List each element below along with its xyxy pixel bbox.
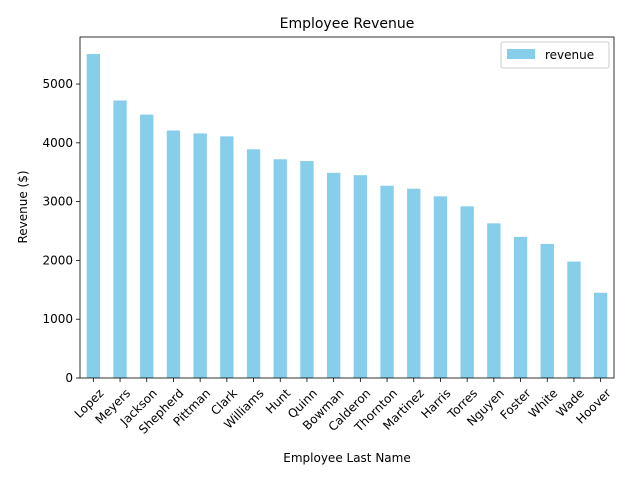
bar-williams [246, 149, 261, 378]
bar-hunt [273, 159, 287, 378]
bar-calderon [353, 175, 368, 378]
bar-nguyen [487, 223, 501, 378]
y-tick-label: 0 [65, 371, 73, 385]
y-tick-label: 2000 [42, 253, 73, 267]
y-tick-label: 4000 [42, 136, 73, 150]
bar-white [540, 243, 554, 378]
bar-pittman [193, 133, 207, 378]
bar-foster [513, 236, 528, 378]
bar-quinn [300, 161, 314, 378]
bars-group [86, 54, 608, 379]
bar-bowman [326, 172, 341, 378]
y-ticks: 0 1000 2000 3000 4000 5000 [42, 77, 80, 385]
y-tick-label: 1000 [42, 312, 73, 326]
legend: revenue [500, 41, 610, 69]
x-axis-label: Employee Last Name [283, 451, 410, 465]
bar-wade [567, 261, 581, 378]
bar-harris [433, 196, 448, 378]
legend-label: revenue [545, 48, 594, 62]
legend-box [500, 41, 610, 69]
bar-jackson [140, 114, 154, 378]
y-tick-label: 5000 [42, 77, 73, 91]
bar-thornton [380, 185, 394, 378]
y-axis-label: Revenue ($) [16, 170, 30, 243]
bar-shepherd [166, 130, 181, 378]
bar-hoover [593, 292, 608, 378]
bar-martinez [407, 188, 421, 378]
bar-lopez [86, 54, 101, 379]
y-tick-label: 3000 [42, 195, 73, 209]
chart-title: Employee Revenue [280, 16, 415, 32]
plot-area-frame [79, 36, 615, 379]
bar-clark [220, 136, 234, 378]
bar-meyers [113, 100, 127, 378]
legend-swatch [507, 49, 535, 59]
bar-torres [460, 206, 474, 378]
